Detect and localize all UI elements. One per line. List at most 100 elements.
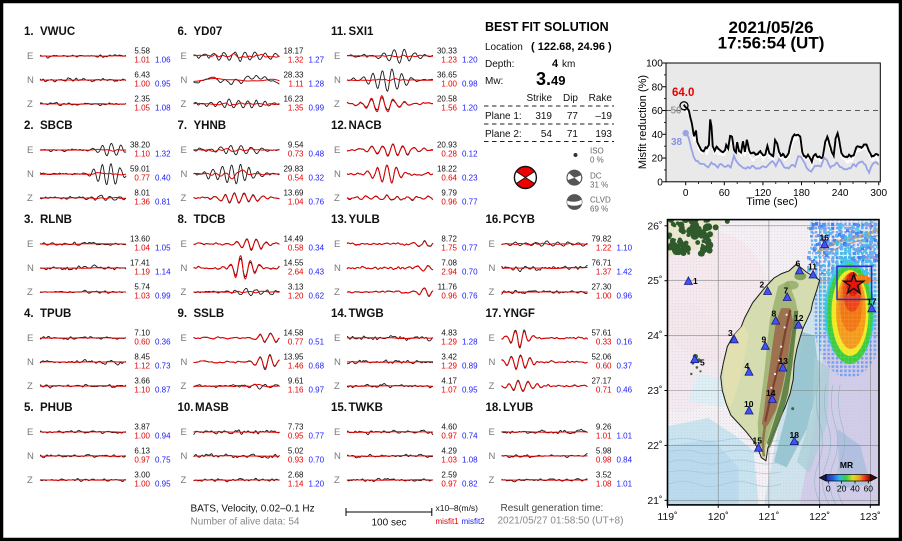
svg-text:YNGF: YNGF [503, 308, 535, 320]
svg-text:11.: 11. [331, 26, 346, 38]
svg-text:E: E [27, 427, 33, 438]
svg-text:13: 13 [779, 356, 789, 366]
svg-text:18.17: 18.17 [283, 47, 304, 56]
svg-text:1.01: 1.01 [617, 480, 633, 489]
svg-text:6.: 6. [178, 26, 188, 38]
svg-text:0.81: 0.81 [155, 198, 171, 207]
svg-text:( 122.68, 24.96 ): ( 122.68, 24.96 ) [531, 41, 612, 53]
svg-text:76.71: 76.71 [591, 259, 612, 268]
svg-text:100 sec: 100 sec [371, 518, 406, 529]
svg-text:VWUC: VWUC [40, 26, 75, 38]
svg-text:0.58: 0.58 [288, 244, 304, 253]
svg-text:0.98: 0.98 [596, 456, 612, 465]
svg-text:Time (sec): Time (sec) [746, 196, 798, 208]
svg-text:N: N [334, 451, 341, 462]
svg-text:17.: 17. [486, 308, 502, 320]
svg-text:0.99: 0.99 [155, 292, 171, 301]
svg-text:0.73: 0.73 [155, 362, 171, 371]
svg-text:Strike: Strike [526, 93, 552, 104]
svg-text:14: 14 [766, 388, 776, 398]
svg-text:3.: 3. [24, 214, 34, 226]
svg-text:Z: Z [489, 381, 495, 392]
svg-text:1.00: 1.00 [134, 480, 150, 489]
svg-text:29.83: 29.83 [283, 165, 304, 174]
svg-text:Z: Z [489, 475, 495, 486]
svg-text:Number of alive data: 54: Number of alive data: 54 [191, 517, 300, 528]
svg-text:E: E [181, 333, 187, 344]
svg-text:4.17: 4.17 [441, 377, 457, 386]
svg-text:1.07: 1.07 [441, 386, 457, 395]
svg-text:14.58: 14.58 [283, 329, 304, 338]
svg-text:38.20: 38.20 [130, 141, 151, 150]
svg-text:0.76: 0.76 [309, 198, 325, 207]
svg-text:13.69: 13.69 [283, 189, 304, 198]
svg-text:7.: 7. [178, 120, 188, 132]
svg-text:1.42: 1.42 [617, 268, 633, 277]
svg-text:0.54: 0.54 [288, 174, 304, 183]
svg-text:CLVD: CLVD [590, 196, 611, 205]
svg-text:60: 60 [864, 484, 874, 494]
svg-text:1.32: 1.32 [288, 56, 304, 65]
svg-text:Z: Z [334, 475, 340, 486]
svg-text:0.75: 0.75 [155, 456, 171, 465]
svg-text:31 %: 31 % [590, 181, 608, 190]
svg-text:10.: 10. [178, 402, 194, 414]
svg-text:0.95: 0.95 [462, 386, 478, 395]
svg-text:NACB: NACB [349, 120, 382, 132]
svg-text:80: 80 [652, 82, 664, 93]
svg-text:8.72: 8.72 [441, 235, 457, 244]
svg-text:N: N [334, 357, 341, 368]
svg-text:TWGB: TWGB [349, 308, 384, 320]
svg-text:2.59: 2.59 [441, 471, 457, 480]
svg-text:E: E [334, 333, 340, 344]
svg-text:64.0: 64.0 [672, 87, 694, 99]
svg-text:319: 319 [535, 111, 552, 122]
svg-text:0.89: 0.89 [462, 362, 478, 371]
svg-text:N: N [334, 75, 341, 86]
svg-text:1.28: 1.28 [462, 338, 478, 347]
svg-text:0.73: 0.73 [288, 150, 304, 159]
svg-text:2.68: 2.68 [288, 471, 304, 480]
svg-text:–19: –19 [595, 111, 612, 122]
svg-text:30.33: 30.33 [437, 47, 458, 56]
svg-text:0: 0 [657, 177, 663, 188]
svg-text:YULB: YULB [349, 214, 380, 226]
svg-text:3.00: 3.00 [134, 471, 150, 480]
svg-text:N: N [181, 451, 188, 462]
svg-text:57.61: 57.61 [591, 329, 612, 338]
svg-text:18: 18 [790, 430, 800, 440]
svg-text:0.51: 0.51 [309, 338, 325, 347]
svg-text:4.29: 4.29 [441, 447, 457, 456]
svg-text:1.08: 1.08 [596, 480, 612, 489]
svg-text:123˚: 123˚ [860, 511, 881, 523]
svg-text:SSLB: SSLB [194, 308, 225, 320]
svg-text:8.01: 8.01 [134, 189, 150, 198]
svg-text:20.58: 20.58 [437, 95, 458, 104]
svg-text:9.54: 9.54 [288, 141, 304, 150]
svg-text:1.: 1. [24, 26, 34, 38]
svg-text:N: N [489, 451, 496, 462]
svg-text:Depth:: Depth: [485, 59, 514, 70]
svg-text:0.16: 0.16 [617, 338, 633, 347]
svg-text:5.98: 5.98 [596, 447, 612, 456]
svg-text:LYUB: LYUB [503, 402, 533, 414]
svg-text:11.76: 11.76 [438, 283, 458, 292]
svg-text:E: E [489, 427, 495, 438]
svg-text:25˚: 25˚ [647, 275, 662, 287]
svg-text:6.13: 6.13 [134, 447, 150, 456]
svg-text:TPUB: TPUB [40, 308, 71, 320]
svg-text:1.12: 1.12 [134, 362, 150, 371]
svg-text:1.08: 1.08 [155, 104, 171, 113]
svg-text:E: E [334, 51, 340, 62]
svg-text:0.82: 0.82 [462, 480, 478, 489]
svg-text:1.10: 1.10 [617, 244, 633, 253]
svg-text:Z: Z [27, 381, 33, 392]
svg-text:1.23: 1.23 [441, 56, 457, 65]
svg-text:7: 7 [784, 286, 789, 296]
svg-text:40: 40 [652, 130, 664, 141]
svg-text:E: E [334, 145, 340, 156]
svg-text:17: 17 [867, 296, 877, 306]
svg-text:6.43: 6.43 [134, 71, 150, 80]
svg-text:0.71: 0.71 [596, 386, 612, 395]
svg-text:6: 6 [796, 259, 801, 269]
